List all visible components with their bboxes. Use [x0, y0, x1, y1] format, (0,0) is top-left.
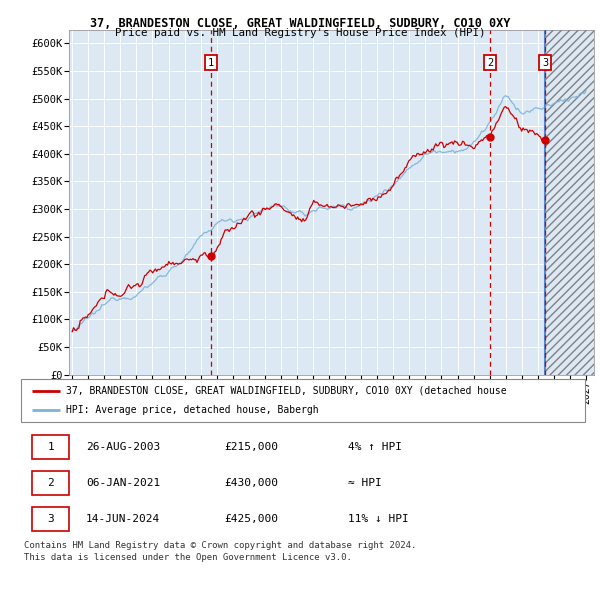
FancyBboxPatch shape: [32, 507, 69, 532]
Polygon shape: [546, 30, 594, 375]
Text: 37, BRANDESTON CLOSE, GREAT WALDINGFIELD, SUDBURY, CO10 0XY (detached house: 37, BRANDESTON CLOSE, GREAT WALDINGFIELD…: [66, 386, 507, 396]
Text: 06-JAN-2021: 06-JAN-2021: [86, 478, 160, 489]
Text: ≈ HPI: ≈ HPI: [348, 478, 382, 489]
Text: £215,000: £215,000: [224, 442, 278, 453]
Text: 3: 3: [47, 514, 54, 525]
Text: Contains HM Land Registry data © Crown copyright and database right 2024.: Contains HM Land Registry data © Crown c…: [24, 540, 416, 549]
Text: 1: 1: [208, 58, 214, 68]
Text: 2: 2: [47, 478, 54, 489]
Text: Price paid vs. HM Land Registry's House Price Index (HPI): Price paid vs. HM Land Registry's House …: [115, 28, 485, 38]
Text: £425,000: £425,000: [224, 514, 278, 525]
Text: 26-AUG-2003: 26-AUG-2003: [86, 442, 160, 453]
Text: 1: 1: [47, 442, 54, 453]
Text: 4% ↑ HPI: 4% ↑ HPI: [348, 442, 402, 453]
Text: £430,000: £430,000: [224, 478, 278, 489]
Text: This data is licensed under the Open Government Licence v3.0.: This data is licensed under the Open Gov…: [24, 553, 352, 562]
FancyBboxPatch shape: [21, 379, 585, 422]
Text: 3: 3: [542, 58, 548, 68]
Text: 14-JUN-2024: 14-JUN-2024: [86, 514, 160, 525]
FancyBboxPatch shape: [32, 471, 69, 496]
FancyBboxPatch shape: [32, 435, 69, 460]
Text: 11% ↓ HPI: 11% ↓ HPI: [348, 514, 409, 525]
Text: 37, BRANDESTON CLOSE, GREAT WALDINGFIELD, SUDBURY, CO10 0XY: 37, BRANDESTON CLOSE, GREAT WALDINGFIELD…: [90, 17, 510, 30]
Text: 2: 2: [487, 58, 493, 68]
Text: HPI: Average price, detached house, Babergh: HPI: Average price, detached house, Babe…: [66, 405, 319, 415]
